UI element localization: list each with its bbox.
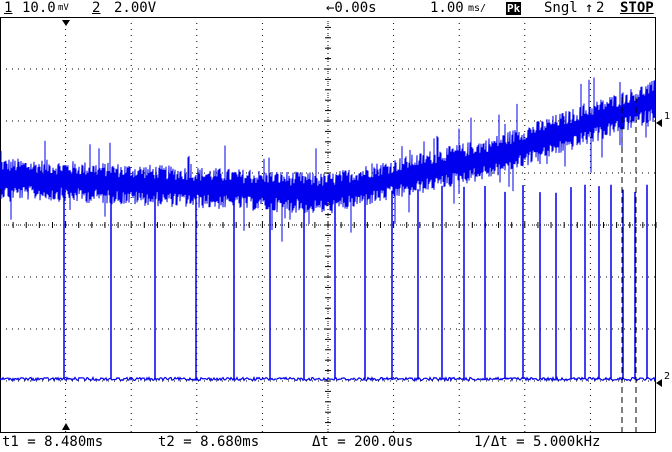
time-cursors <box>621 97 637 433</box>
ch2-number: 2 <box>92 0 101 16</box>
cursor-frequency-readout: 1/Δt = 5.000kHz <box>474 434 601 450</box>
cursor-delta-readout: Δt = 200.0us <box>312 434 414 450</box>
ch2-scale: 2.00V <box>114 0 157 16</box>
status-bar: 1 10.0 mV 2 2.00V ←0.00s 1.00 ms/ Pk Sng… <box>0 0 672 17</box>
run-status: STOP <box>620 0 654 16</box>
timebase-readout: 1.00 <box>430 0 464 16</box>
graticule-border <box>0 17 656 433</box>
trigger-position-marker-top <box>62 20 70 26</box>
ch2-marker-label: 2 <box>664 371 670 382</box>
ch2-ground-marker: 2 <box>656 371 670 387</box>
ch1-scale-unit: mV <box>58 3 69 13</box>
timebase-unit: ms/ <box>468 3 487 14</box>
acquisition-mode-badge: Pk <box>506 2 522 15</box>
ch1-waveform <box>0 80 656 214</box>
cursor-t2-readout: t2 = 8.680ms <box>158 434 260 450</box>
cursor-readout-bar: t1 = 8.480ms t2 = 8.680ms Δt = 200.0us 1… <box>0 433 672 452</box>
ch2-baseline <box>0 375 656 382</box>
waveform-display: 1 2 <box>0 17 672 433</box>
delay-readout: ←0.00s <box>326 0 377 16</box>
run-mode: Sngl <box>544 0 578 16</box>
ch1-marker-label: 1 <box>664 111 670 122</box>
trigger-source: 2 <box>596 0 605 16</box>
waveform-traces <box>0 77 656 382</box>
ch1-number: 1 <box>4 0 13 16</box>
cursor-t1-readout: t1 = 8.480ms <box>2 434 104 450</box>
trigger-position-marker-bottom <box>62 423 70 430</box>
ch1-scale: 10.0 <box>22 0 56 16</box>
trigger-edge-icon: ↑ <box>585 0 594 16</box>
ch1-ground-marker: 1 <box>656 111 670 127</box>
